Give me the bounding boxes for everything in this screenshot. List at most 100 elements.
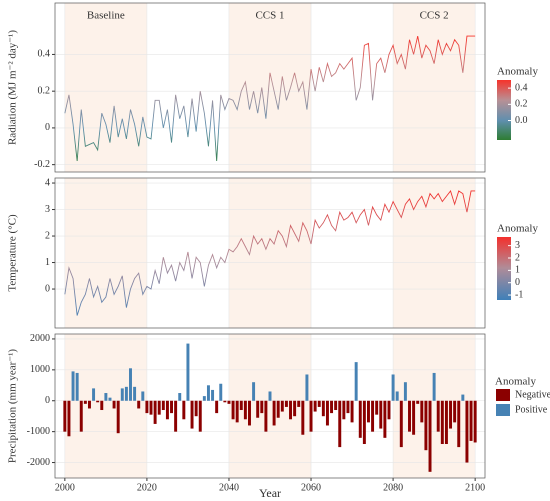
bar [157,400,161,415]
bar [399,400,403,448]
period-shade [393,334,476,478]
bar [420,400,424,423]
bar [129,368,132,401]
period-shade [64,178,147,328]
legend-title: Anomaly [497,223,538,235]
bar [149,400,153,415]
bar [71,371,75,401]
bar [330,400,334,414]
colorbar-label: 0.0 [515,115,528,126]
bar [387,400,391,420]
bar [67,400,71,437]
y-tick-label: 0 [45,283,50,294]
y-tick-label: 0.2 [38,85,51,96]
bar [469,400,473,441]
period-label: Baseline [87,10,125,22]
bar [104,393,108,401]
bar [120,388,124,401]
y-tick-label: 0 [45,122,50,133]
bar [366,400,370,423]
period-shade [228,3,312,172]
bar [375,400,379,415]
bar [354,362,358,401]
bar [465,400,469,463]
bar [75,372,79,401]
y-tick-label: -2000 [27,457,50,468]
bar [408,400,411,432]
colorbar [497,80,511,140]
legend-title: Anomaly [497,66,538,78]
bar [165,400,169,420]
bar [219,383,223,401]
bar [444,400,448,445]
bar [325,400,329,426]
bar [342,400,346,420]
legend-swatch [496,389,510,401]
bar [83,400,87,404]
bar [186,343,190,401]
data-line [64,190,476,316]
panel-border [54,2,486,173]
y-tick-label: 1000 [30,364,50,375]
bar [334,400,338,411]
bar [317,400,321,407]
bar [137,400,141,409]
period-label: CCS 2 [420,10,449,22]
bar [170,400,174,414]
bar [182,400,186,420]
bar [87,400,91,409]
bar [293,400,297,417]
bar [206,385,210,401]
colorbar-label: 2 [515,252,520,263]
colorbar-label: -1 [515,289,523,300]
y-axis-title: Precipitation (mm year⁻¹) [7,349,19,464]
bar [432,372,436,401]
y-tick-label: 1 [45,257,50,268]
x-tick-label: 2060 [301,482,321,493]
x-tick-label: 2040 [219,482,239,493]
y-axis-title: Temperature (°C) [7,214,19,292]
bar [379,400,383,429]
bar [260,400,264,414]
bar [227,400,231,404]
y-tick-label: 0.4 [38,49,51,60]
x-axis-title: Year [259,486,281,500]
bar [133,386,137,401]
period-shade [64,3,147,172]
bar [449,400,453,429]
bar [215,400,219,414]
bar [358,400,362,438]
bar [248,400,251,426]
bar [63,400,67,432]
bar [268,391,272,401]
bar [92,388,96,401]
colorbar-label: 1 [515,265,520,276]
period-shade [64,334,147,478]
bar [383,400,387,438]
bar [440,400,444,445]
legend-label: Negative [515,389,550,400]
bar [79,400,83,432]
bar [346,400,350,414]
bar [202,396,206,401]
period-shade [393,3,476,172]
period-label: CCS 1 [255,10,284,22]
bar [297,400,301,407]
bar [264,400,268,432]
x-tick-label: 2080 [383,482,403,493]
bar [395,391,399,401]
bar [313,400,317,412]
bar [243,400,247,420]
bar [416,400,420,404]
bar [284,400,288,407]
bar [350,400,354,423]
legend-label: Positive [515,404,548,415]
bar [453,400,457,423]
bar [280,400,284,412]
bar [371,400,375,432]
bar [289,400,292,420]
bar [116,400,120,434]
bar [112,400,116,409]
bar [428,400,432,472]
